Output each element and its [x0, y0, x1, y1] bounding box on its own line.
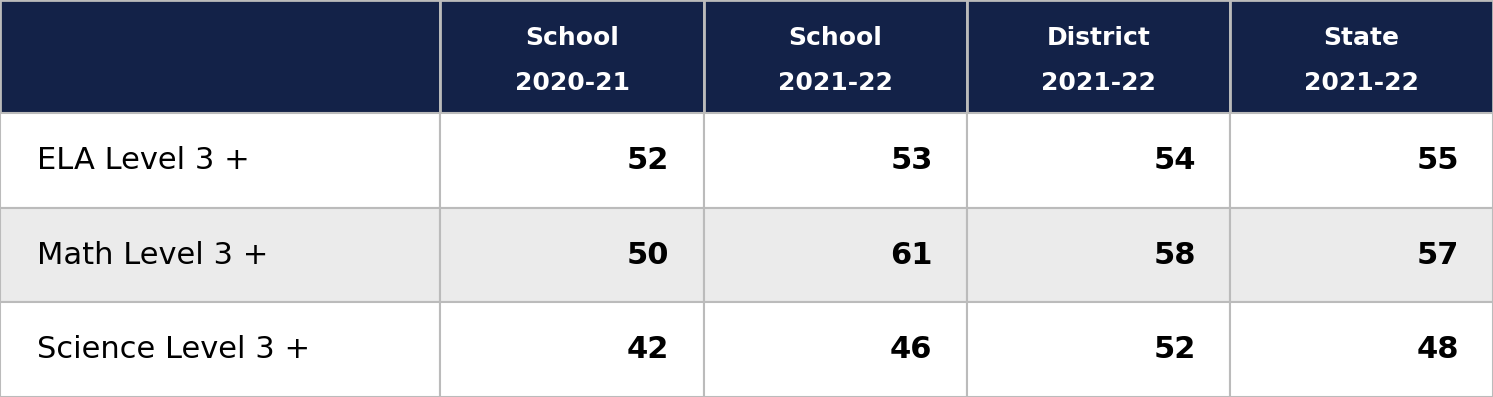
Text: 52: 52 — [1153, 335, 1196, 364]
Text: District: District — [1047, 27, 1150, 50]
Text: 2021-22: 2021-22 — [1303, 71, 1418, 94]
Text: 48: 48 — [1417, 335, 1459, 364]
Bar — [1230, 0, 1493, 113]
Bar — [1230, 303, 1493, 397]
Bar — [0, 113, 440, 208]
Bar — [967, 113, 1230, 208]
Bar — [0, 0, 440, 113]
Text: School: School — [788, 27, 882, 50]
Bar — [440, 113, 703, 208]
Bar — [967, 0, 1230, 113]
Bar — [0, 303, 440, 397]
Text: 2021-22: 2021-22 — [1041, 71, 1156, 94]
Bar — [703, 303, 967, 397]
Text: 50: 50 — [627, 241, 669, 270]
Bar — [703, 113, 967, 208]
Bar — [0, 208, 440, 303]
Bar — [967, 303, 1230, 397]
Bar — [703, 208, 967, 303]
Text: 52: 52 — [627, 146, 669, 175]
Text: 58: 58 — [1153, 241, 1196, 270]
Bar — [703, 0, 967, 113]
Text: 46: 46 — [890, 335, 933, 364]
Text: 2020-21: 2020-21 — [515, 71, 630, 94]
Bar — [967, 208, 1230, 303]
Bar — [440, 0, 703, 113]
Text: 42: 42 — [627, 335, 669, 364]
Text: School: School — [526, 27, 620, 50]
Text: 57: 57 — [1417, 241, 1459, 270]
Bar — [1230, 113, 1493, 208]
Text: 55: 55 — [1417, 146, 1459, 175]
Text: 2021-22: 2021-22 — [778, 71, 893, 94]
Bar — [440, 303, 703, 397]
Text: ELA Level 3 +: ELA Level 3 + — [37, 146, 249, 175]
Text: Science Level 3 +: Science Level 3 + — [37, 335, 311, 364]
Bar — [440, 208, 703, 303]
Text: 61: 61 — [890, 241, 933, 270]
Text: Math Level 3 +: Math Level 3 + — [37, 241, 269, 270]
Bar — [1230, 208, 1493, 303]
Text: 53: 53 — [890, 146, 933, 175]
Text: State: State — [1323, 27, 1399, 50]
Text: 54: 54 — [1153, 146, 1196, 175]
